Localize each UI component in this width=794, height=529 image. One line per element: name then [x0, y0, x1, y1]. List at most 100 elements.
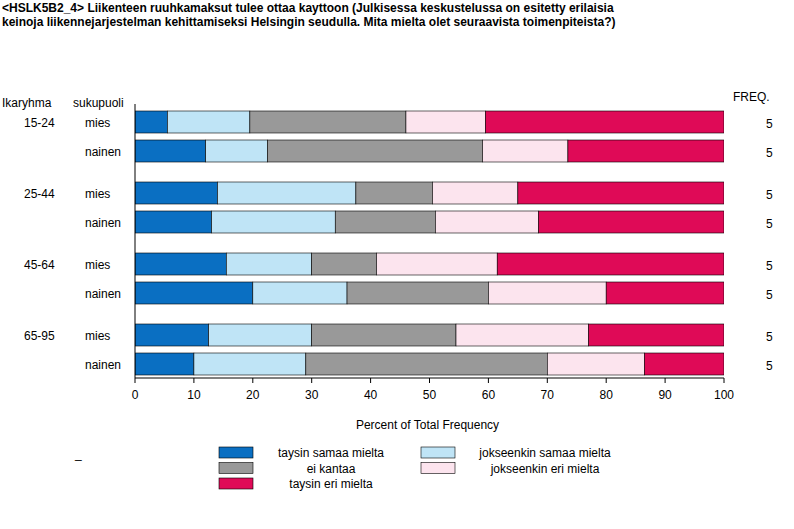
bar-segment — [217, 182, 355, 204]
freq-value: 5 — [766, 188, 773, 202]
x-tick — [665, 378, 666, 383]
x-axis-label: Percent of Total Frequency — [356, 418, 499, 432]
x-tick — [311, 378, 312, 383]
x-tick — [724, 378, 725, 383]
x-tick-label: 90 — [658, 388, 672, 402]
bar-segment — [209, 324, 312, 346]
bar-segment — [538, 211, 724, 233]
y-axis-line — [135, 104, 136, 378]
bar-segment — [456, 324, 589, 346]
legend-label: ei kantaa — [307, 462, 356, 476]
group-label: 15-24 — [24, 116, 55, 130]
category-label: nainen — [85, 145, 121, 159]
bar-segment — [312, 253, 377, 275]
category-label: mies — [85, 258, 110, 272]
category-label: mies — [85, 187, 110, 201]
bars — [135, 111, 724, 375]
x-tick — [606, 378, 607, 383]
x-tick-label: 60 — [482, 388, 496, 402]
chart-canvas: Ikaryhma sukupuoli FREQ. mies 5 nainen 5 mies 5 n… — [0, 0, 794, 529]
category-label: mies — [85, 116, 110, 130]
bar-segment — [135, 182, 217, 204]
bar-segment — [644, 353, 724, 375]
bar-segment — [606, 282, 724, 304]
bar-segment — [518, 182, 724, 204]
freq-value: 5 — [766, 146, 773, 160]
bar-segment — [589, 324, 724, 346]
bar-segment — [167, 111, 249, 133]
bar-segment — [483, 140, 568, 162]
bar-segment — [306, 353, 547, 375]
bar-segment — [135, 353, 194, 375]
bar-segment — [268, 140, 483, 162]
legend-swatch — [421, 463, 455, 474]
bar-segment — [497, 253, 724, 275]
freq-header: FREQ. — [733, 90, 770, 104]
group-header: Ikaryhma — [2, 96, 52, 110]
x-tick-label: 70 — [541, 388, 555, 402]
legend-swatch — [219, 478, 253, 489]
bar-segment — [135, 253, 226, 275]
bar-segment — [435, 211, 538, 233]
bar-segment — [135, 282, 253, 304]
x-tick-label: 50 — [423, 388, 437, 402]
x-tick-label: 100 — [714, 388, 734, 402]
group-label: 25-44 — [24, 187, 55, 201]
x-tick — [252, 378, 253, 383]
bar-segment — [135, 111, 167, 133]
x-tick — [135, 378, 136, 383]
legend-label: jokseenkin eri mielta — [490, 462, 600, 476]
bar-segment — [135, 324, 209, 346]
x-tick-label: 40 — [364, 388, 378, 402]
freq-value: 5 — [766, 217, 773, 231]
x-tick — [488, 378, 489, 383]
freq-value: 5 — [766, 259, 773, 273]
x-tick — [429, 378, 430, 383]
category-header: sukupuoli — [73, 96, 124, 110]
category-label: nainen — [85, 287, 121, 301]
bar-segment — [335, 211, 435, 233]
x-tick-label: 80 — [600, 388, 614, 402]
bar-segment — [347, 282, 488, 304]
bar-segment — [547, 353, 644, 375]
category-label: mies — [85, 329, 110, 343]
category-label: nainen — [85, 216, 121, 230]
x-tick-label: 20 — [246, 388, 260, 402]
x-tick — [370, 378, 371, 383]
bar-segment — [485, 111, 724, 133]
freq-value: 5 — [766, 359, 773, 373]
bar-segment — [250, 111, 406, 133]
bar-segment — [356, 182, 433, 204]
bar-segment — [212, 211, 336, 233]
legend-swatch — [219, 463, 253, 474]
x-tick — [547, 378, 548, 383]
bar-segment — [488, 282, 606, 304]
bar-segment — [432, 182, 517, 204]
freq-value: 5 — [766, 288, 773, 302]
bar-segment — [194, 353, 306, 375]
bar-segment — [226, 253, 311, 275]
bar-segment — [135, 140, 206, 162]
group-label: 45-64 — [24, 258, 55, 272]
x-tick-label: 30 — [305, 388, 319, 402]
bar-segment — [253, 282, 347, 304]
freq-value: 5 — [766, 330, 773, 344]
bar-segment — [135, 211, 212, 233]
legend-label: jokseenkin samaa mielta — [478, 446, 611, 460]
bar-segment — [406, 111, 486, 133]
bar-segment — [376, 253, 497, 275]
legend-label: taysin samaa mielta — [278, 446, 384, 460]
legend-label: taysin eri mielta — [289, 477, 373, 491]
bar-segment — [568, 140, 724, 162]
x-tick — [193, 378, 194, 383]
category-label: nainen — [85, 358, 121, 372]
bar-segment — [206, 140, 268, 162]
chart-title: <HSLK5B2_4> Liikenteen ruuhkamaksut tule… — [2, 1, 632, 29]
group-label: 65-95 — [24, 329, 55, 343]
x-tick-label: 10 — [187, 388, 201, 402]
freq-value: 5 — [766, 117, 773, 131]
legend-swatch — [421, 447, 455, 458]
legend-swatch — [219, 447, 253, 458]
bar-segment — [312, 324, 456, 346]
x-tick-label: 0 — [132, 388, 139, 402]
